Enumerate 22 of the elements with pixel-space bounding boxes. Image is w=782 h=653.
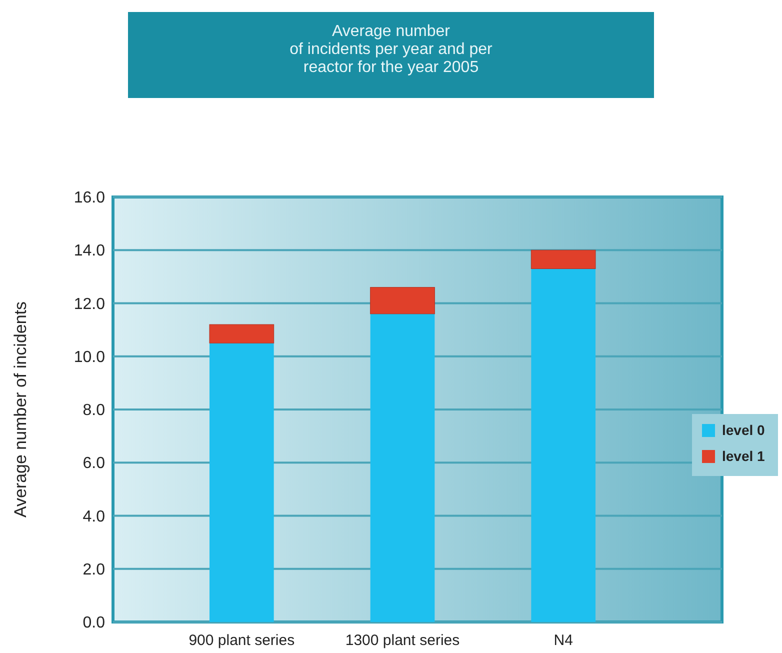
legend-label: level 1 xyxy=(722,448,766,464)
bar xyxy=(530,250,596,269)
bar xyxy=(209,324,274,344)
y-tick-label: 8.0 xyxy=(82,402,106,420)
y-tick-label: 0.0 xyxy=(82,614,106,632)
x-tick-label: 900 plant series xyxy=(188,632,295,649)
y-tick-label: 2.0 xyxy=(82,561,106,578)
legend-label: level 0 xyxy=(722,422,766,438)
y-tick-label: 16.0 xyxy=(74,190,106,207)
y-tick-label: 6.0 xyxy=(82,455,106,472)
bar xyxy=(210,343,274,622)
x-tick-label: N4 xyxy=(554,632,573,649)
bar xyxy=(370,287,435,314)
chart-title: Average number of incidents per year and per reactor for the year 2005 xyxy=(290,23,494,76)
y-tick-label: 4.0 xyxy=(82,508,106,526)
y-tick-label: 10.0 xyxy=(74,348,106,366)
bar xyxy=(370,314,435,622)
y-tick-label: 14.0 xyxy=(74,242,106,260)
x-tick-label: 1300 plant series xyxy=(345,632,460,649)
y-axis-title: Average number of incidents xyxy=(11,301,30,518)
y-tick-label: 12.0 xyxy=(74,296,106,313)
bar xyxy=(531,268,596,622)
